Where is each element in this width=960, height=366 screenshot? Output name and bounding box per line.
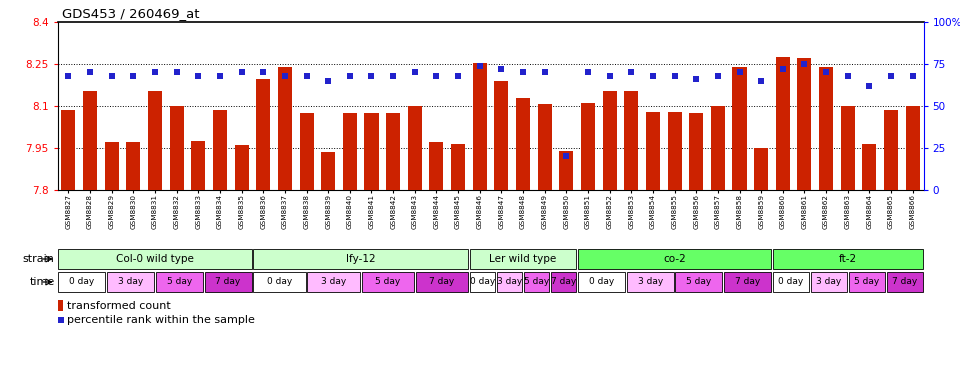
Bar: [849, 272, 885, 292]
Bar: [108, 272, 155, 292]
Text: 5 day: 5 day: [686, 277, 711, 287]
Text: 7 day: 7 day: [735, 277, 760, 287]
Bar: [300, 113, 314, 190]
Bar: [343, 113, 357, 190]
Text: GDS453 / 260469_at: GDS453 / 260469_at: [62, 7, 200, 20]
Bar: [253, 272, 305, 292]
Bar: [862, 144, 876, 190]
Bar: [105, 142, 119, 190]
Text: Ler wild type: Ler wild type: [490, 254, 557, 264]
Text: 7 day: 7 day: [215, 277, 241, 287]
Bar: [59, 249, 252, 269]
Text: 3 day: 3 day: [497, 277, 522, 287]
Text: 7 day: 7 day: [551, 277, 576, 287]
Bar: [58, 300, 63, 311]
Bar: [646, 112, 660, 190]
Bar: [213, 110, 227, 190]
Bar: [524, 272, 549, 292]
Bar: [408, 106, 421, 190]
Text: 7 day: 7 day: [892, 277, 917, 287]
Text: 3 day: 3 day: [637, 277, 662, 287]
Bar: [127, 142, 140, 190]
Text: 0 day: 0 day: [69, 277, 95, 287]
Bar: [494, 81, 509, 190]
Bar: [776, 57, 790, 190]
Bar: [884, 110, 899, 190]
Bar: [83, 91, 97, 190]
Text: Col-0 wild type: Col-0 wild type: [116, 254, 194, 264]
Bar: [603, 91, 616, 190]
Bar: [365, 113, 378, 190]
Text: lfy-12: lfy-12: [346, 254, 375, 264]
Bar: [61, 110, 76, 190]
Text: 5 day: 5 day: [167, 277, 192, 287]
Text: 3 day: 3 day: [816, 277, 841, 287]
Bar: [497, 272, 522, 292]
Bar: [59, 272, 106, 292]
Bar: [256, 79, 271, 190]
Bar: [416, 272, 468, 292]
Text: 5 day: 5 day: [854, 277, 879, 287]
Bar: [886, 272, 923, 292]
Text: 7 day: 7 day: [429, 277, 454, 287]
Bar: [253, 249, 468, 269]
Bar: [469, 272, 495, 292]
Text: 5 day: 5 day: [375, 277, 400, 287]
Bar: [578, 272, 625, 292]
Text: 0 day: 0 day: [267, 277, 292, 287]
Bar: [322, 152, 335, 190]
Bar: [560, 151, 573, 190]
Bar: [538, 104, 552, 190]
Bar: [429, 142, 444, 190]
Bar: [724, 272, 771, 292]
Bar: [451, 144, 466, 190]
Bar: [386, 113, 400, 190]
Text: transformed count: transformed count: [67, 301, 171, 311]
Bar: [710, 106, 725, 190]
Bar: [204, 272, 252, 292]
Bar: [578, 249, 771, 269]
Bar: [277, 67, 292, 190]
Bar: [755, 148, 768, 190]
Bar: [581, 103, 595, 190]
Bar: [148, 91, 162, 190]
Text: 3 day: 3 day: [321, 277, 347, 287]
Text: strain: strain: [23, 254, 55, 264]
Text: ft-2: ft-2: [839, 254, 857, 264]
Bar: [191, 141, 205, 190]
Text: 3 day: 3 day: [118, 277, 143, 287]
Text: percentile rank within the sample: percentile rank within the sample: [67, 315, 255, 325]
Bar: [307, 272, 360, 292]
Bar: [170, 106, 183, 190]
Text: 5 day: 5 day: [524, 277, 549, 287]
Bar: [667, 112, 682, 190]
Bar: [627, 272, 674, 292]
Bar: [676, 272, 723, 292]
Bar: [905, 106, 920, 190]
Bar: [156, 272, 203, 292]
Text: co-2: co-2: [663, 254, 686, 264]
Bar: [841, 106, 854, 190]
Bar: [551, 272, 576, 292]
Text: time: time: [30, 277, 55, 287]
Bar: [234, 145, 249, 190]
Bar: [811, 272, 847, 292]
Bar: [819, 67, 833, 190]
Bar: [469, 249, 576, 269]
Text: 0 day: 0 day: [779, 277, 804, 287]
Bar: [732, 67, 747, 190]
Bar: [472, 63, 487, 190]
Text: 0 day: 0 day: [588, 277, 614, 287]
Bar: [516, 98, 530, 190]
Bar: [773, 272, 809, 292]
Bar: [624, 91, 638, 190]
Bar: [773, 249, 923, 269]
Bar: [689, 113, 704, 190]
Bar: [798, 59, 811, 190]
Bar: [362, 272, 414, 292]
Text: 0 day: 0 day: [469, 277, 495, 287]
